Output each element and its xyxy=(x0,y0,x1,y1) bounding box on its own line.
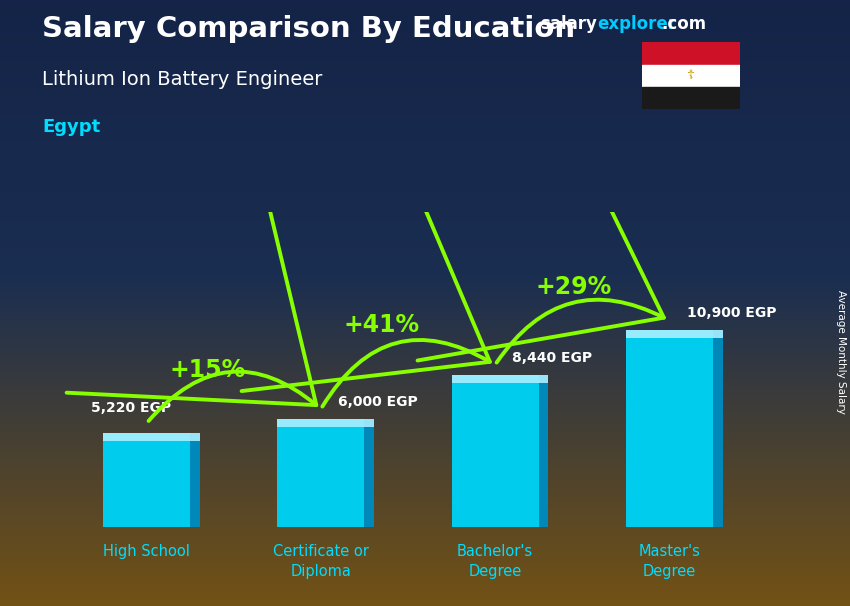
Text: ☦: ☦ xyxy=(687,69,694,82)
Bar xyxy=(451,375,539,527)
Text: .com: .com xyxy=(661,15,706,33)
Text: Egypt: Egypt xyxy=(42,118,101,136)
Bar xyxy=(103,433,190,527)
Bar xyxy=(626,330,713,527)
Text: 10,900 EGP: 10,900 EGP xyxy=(687,307,776,321)
Bar xyxy=(642,42,740,65)
Text: 8,440 EGP: 8,440 EGP xyxy=(513,351,592,365)
Bar xyxy=(190,433,200,527)
Text: Lithium Ion Battery Engineer: Lithium Ion Battery Engineer xyxy=(42,70,323,88)
Bar xyxy=(365,419,374,527)
FancyArrowPatch shape xyxy=(66,162,316,421)
Text: 5,220 EGP: 5,220 EGP xyxy=(91,401,171,415)
FancyArrowPatch shape xyxy=(241,132,490,407)
Text: explorer: explorer xyxy=(598,15,677,33)
FancyArrowPatch shape xyxy=(417,93,664,362)
Text: 6,000 EGP: 6,000 EGP xyxy=(338,395,418,409)
Bar xyxy=(642,65,740,87)
Bar xyxy=(713,330,722,527)
Text: +15%: +15% xyxy=(170,358,246,382)
Bar xyxy=(642,87,740,109)
Text: Salary Comparison By Education: Salary Comparison By Education xyxy=(42,15,575,43)
Bar xyxy=(277,419,365,527)
Text: salary: salary xyxy=(540,15,597,33)
Text: Average Monthly Salary: Average Monthly Salary xyxy=(836,290,846,413)
Bar xyxy=(626,330,722,338)
Text: +41%: +41% xyxy=(343,313,420,338)
Bar xyxy=(539,375,548,527)
Bar xyxy=(451,375,548,382)
Text: +29%: +29% xyxy=(536,275,611,299)
Bar xyxy=(103,433,200,441)
Bar xyxy=(277,419,374,427)
